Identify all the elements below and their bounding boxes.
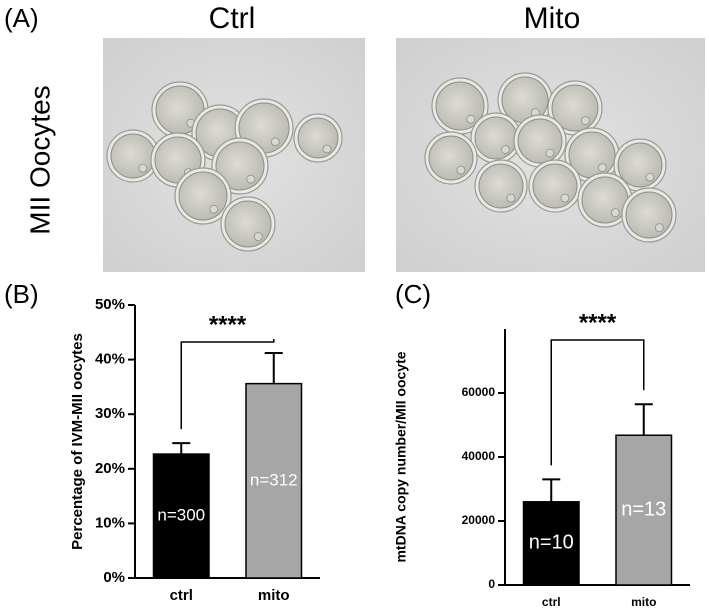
polar-body <box>580 116 590 126</box>
y-axis-label: mtDNA copy number/MII oocyte <box>393 351 409 562</box>
significance: **** <box>209 311 247 338</box>
polar-body <box>138 163 148 173</box>
polar-body <box>246 174 256 184</box>
oocyte <box>224 200 272 248</box>
sample-label: n=312 <box>250 470 298 489</box>
y-tick-label: 40000 <box>462 449 496 463</box>
micrographs <box>103 38 705 272</box>
y-axis-label: Percentage of IVM-MII oocytes <box>69 333 86 550</box>
bar <box>615 434 673 586</box>
oocyte <box>428 135 474 181</box>
bar <box>152 453 210 579</box>
significance-bracket <box>180 339 275 430</box>
x-tick-label: mito <box>258 587 290 604</box>
polar-body <box>645 172 655 182</box>
polar-body <box>456 165 466 175</box>
polar-body <box>597 163 607 173</box>
x-tick-label: ctrl <box>170 587 193 604</box>
panel-label: (C) <box>395 279 431 309</box>
oocyte <box>110 133 156 179</box>
panel-label: (B) <box>4 279 39 309</box>
polar-body <box>545 148 555 158</box>
polar-body <box>322 144 332 154</box>
oocyte <box>178 171 228 221</box>
y-tick-label: 60000 <box>462 385 496 399</box>
x-tick-label: mito <box>631 595 656 609</box>
polar-body <box>253 232 263 242</box>
oocyte <box>617 142 663 188</box>
oocyte <box>532 163 578 209</box>
oocyte <box>297 117 339 159</box>
oocyte <box>581 176 629 224</box>
significance: **** <box>579 309 617 336</box>
column-title: Mito <box>524 2 581 35</box>
polar-body <box>654 223 664 233</box>
polar-body <box>466 114 476 124</box>
polar-body <box>501 145 510 154</box>
y-tick-label: 20% <box>95 460 125 477</box>
y-tick-label: 0% <box>103 569 125 586</box>
y-tick-label: 20000 <box>462 513 496 527</box>
panel-label: (A) <box>4 3 39 33</box>
oocyte <box>625 191 673 239</box>
sample-label: n=10 <box>529 532 574 554</box>
oocyte <box>474 116 518 160</box>
bar <box>522 501 580 586</box>
polar-body <box>209 204 219 214</box>
x-tick-label: ctrl <box>542 595 561 609</box>
polar-body <box>506 193 516 203</box>
polar-body <box>560 193 570 203</box>
sample-label: n=300 <box>157 506 205 525</box>
y-tick-label: 40% <box>95 351 125 368</box>
oocyte <box>517 118 563 164</box>
y-tick-label: 30% <box>95 405 125 422</box>
polar-body <box>610 208 620 218</box>
polar-body <box>270 137 280 147</box>
bar <box>245 382 303 579</box>
oocyte <box>478 163 524 209</box>
y-tick-label: 10% <box>95 514 125 531</box>
column-title: Ctrl <box>209 2 256 35</box>
sample-label: n=13 <box>621 498 666 520</box>
row-label: MII Oocytes <box>24 85 55 234</box>
significance-bracket <box>550 339 645 466</box>
y-tick-label: 0 <box>488 577 495 591</box>
y-tick-label: 50% <box>95 296 125 313</box>
